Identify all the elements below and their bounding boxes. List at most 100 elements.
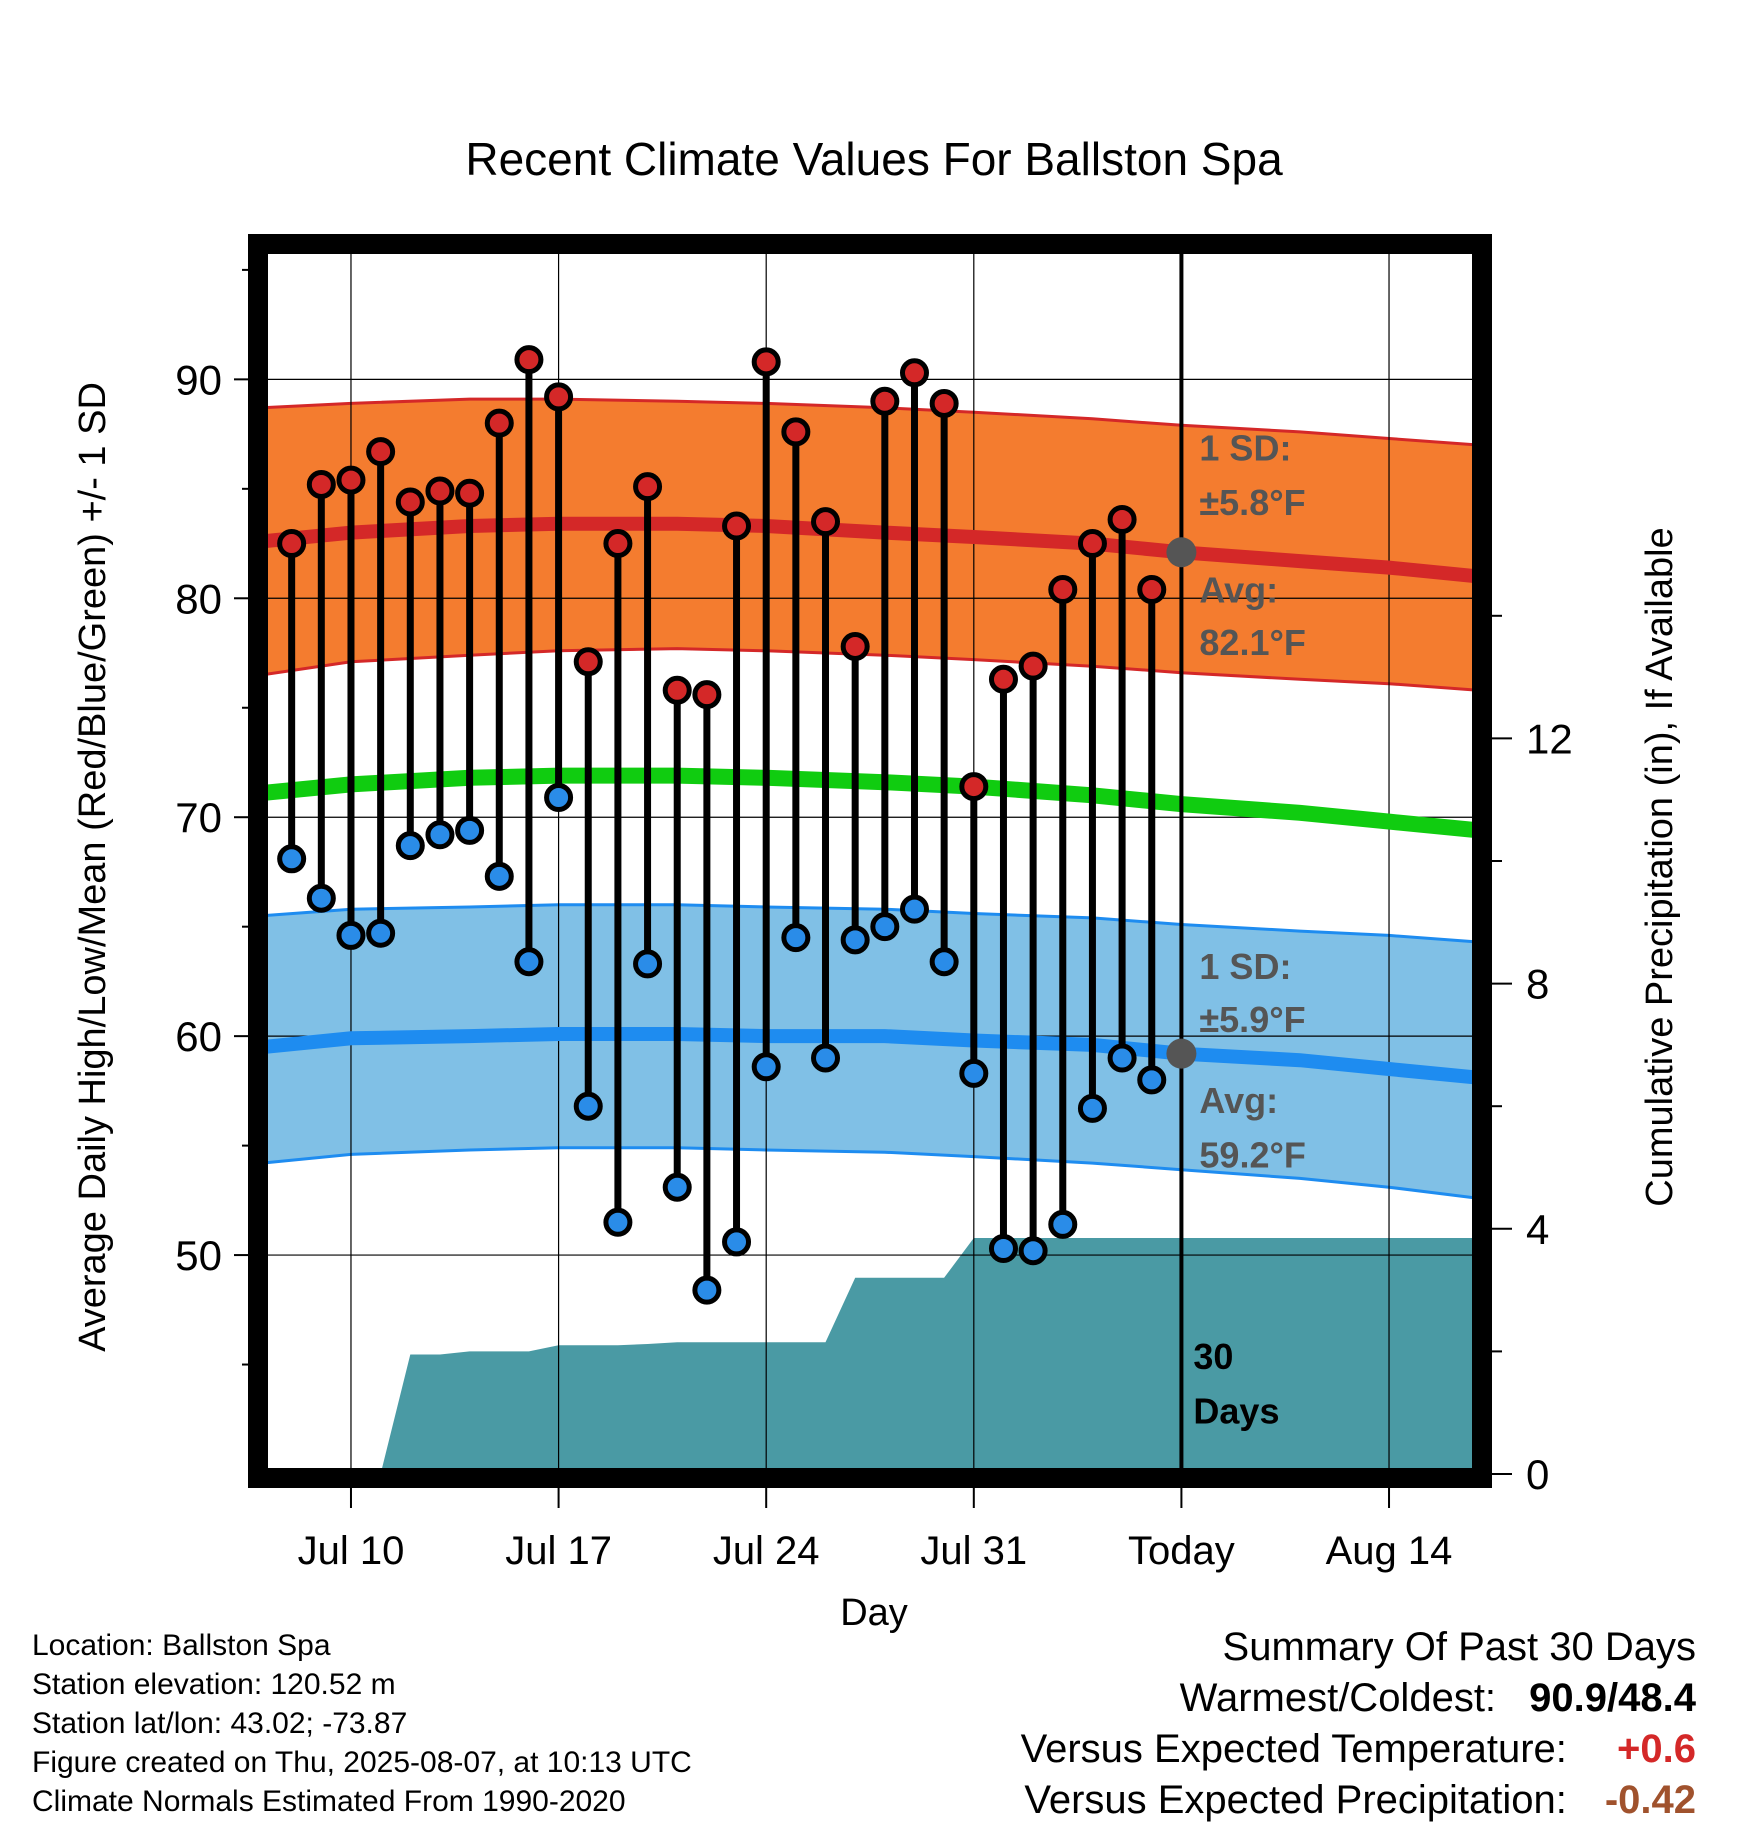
- created-text: Figure created on Thu, 2025-08-07, at 10…: [32, 1746, 692, 1779]
- high-point: [366, 437, 396, 467]
- low-point: [692, 1275, 722, 1305]
- summary-panel: Summary Of Past 30 Days Warmest/Coldest:…: [1021, 1622, 1696, 1826]
- low-point: [722, 1227, 752, 1257]
- x-axis-label: Day: [840, 1592, 908, 1634]
- location-text: Location: Ballston Spa: [32, 1629, 331, 1662]
- y-tick-label: 50: [175, 1232, 222, 1279]
- high-point: [484, 408, 514, 438]
- low-point: [573, 1091, 603, 1121]
- y2-tick-label: 8: [1526, 961, 1549, 1008]
- chart-title: Recent Climate Values For Ballston Spa: [465, 133, 1283, 185]
- high-sd-band: [262, 399, 1478, 691]
- y2-tick-label: 4: [1526, 1206, 1549, 1253]
- y-tick-label: 80: [175, 575, 222, 622]
- high-point: [722, 511, 752, 541]
- low-point: [899, 894, 929, 924]
- high-point: [1077, 529, 1107, 559]
- high-point: [544, 382, 574, 412]
- high-point: [692, 680, 722, 710]
- low-point: [514, 947, 544, 977]
- warmest-row: Warmest/Coldest: 90.9/48.4: [1021, 1673, 1696, 1724]
- high-point: [929, 388, 959, 418]
- precip-area: [380, 1238, 1478, 1474]
- latlon-text: Station lat/lon: 43.02; -73.87: [32, 1707, 408, 1740]
- high-point: [899, 358, 929, 388]
- y-tick-label: 70: [175, 794, 222, 841]
- low-point: [751, 1052, 781, 1082]
- x-tick-label: Jul 10: [298, 1529, 405, 1573]
- low-sd-value: ±5.9°F: [1199, 999, 1305, 1040]
- normals-text: Climate Normals Estimated From 1990-2020: [32, 1785, 626, 1818]
- low-point: [336, 920, 366, 950]
- low-point: [1018, 1236, 1048, 1266]
- high-point: [306, 469, 336, 499]
- plot-area: 1 SD: ±5.8°F Avg: 82.1°F 1 SD: ±5.9°F Avg: 59.2…: [262, 248, 1478, 1474]
- station-info: Location: Ballston Spa Station elevation…: [32, 1626, 692, 1821]
- low-point: [870, 912, 900, 942]
- high-point: [988, 664, 1018, 694]
- high-point: [633, 472, 663, 502]
- low-point: [840, 925, 870, 955]
- high-point: [1107, 504, 1137, 534]
- high-point: [514, 345, 544, 375]
- high-point: [781, 417, 811, 447]
- high-point: [1048, 575, 1078, 605]
- high-point: [455, 478, 485, 508]
- high-avg-label: Avg:: [1199, 570, 1278, 611]
- warmest-value: 90.9/48.4: [1529, 1676, 1696, 1720]
- low-point: [366, 918, 396, 948]
- low-point: [484, 861, 514, 891]
- low-avg-value: 59.2°F: [1199, 1135, 1305, 1176]
- low-point: [395, 831, 425, 861]
- high-point: [573, 647, 603, 677]
- high-point: [959, 772, 989, 802]
- low-point: [811, 1043, 841, 1073]
- low-point: [306, 883, 336, 913]
- temp-value: +0.6: [1617, 1727, 1696, 1771]
- high-point: [840, 631, 870, 661]
- x-tick-label: Jul 24: [713, 1529, 820, 1573]
- y2-axis-label: Cumulative Precipitation (in), If Availa…: [1639, 527, 1681, 1206]
- y-tick-label: 90: [175, 356, 222, 403]
- low-point: [988, 1234, 1018, 1264]
- low-point: [603, 1207, 633, 1237]
- high-point: [751, 347, 781, 377]
- high-avg-value: 82.1°F: [1199, 622, 1305, 663]
- high-avg-marker: [1166, 537, 1197, 568]
- low-point: [455, 815, 485, 845]
- high-point: [603, 529, 633, 559]
- high-sd-label: 1 SD:: [1199, 427, 1291, 468]
- temp-row: Versus Expected Temperature: +0.6: [1021, 1724, 1696, 1775]
- high-point: [662, 675, 692, 705]
- low-point: [633, 949, 663, 979]
- low-point: [662, 1172, 692, 1202]
- y-axis-label: Average Daily High/Low/Mean (Red/Blue/Gr…: [72, 382, 114, 1352]
- precip-value: -0.42: [1604, 1778, 1696, 1822]
- precip-row: Versus Expected Precipitation: -0.42: [1021, 1775, 1696, 1826]
- low-point: [544, 783, 574, 813]
- low-point: [959, 1058, 989, 1088]
- high-point: [1018, 651, 1048, 681]
- y2-tick-label: 0: [1526, 1451, 1549, 1498]
- high-point: [870, 386, 900, 416]
- low-sd-label: 1 SD:: [1199, 946, 1291, 987]
- x-tick-label: Jul 31: [920, 1529, 1027, 1573]
- summary-title: Summary Of Past 30 Days: [1222, 1625, 1696, 1669]
- low-point: [1107, 1043, 1137, 1073]
- days-count: 30: [1193, 1336, 1233, 1377]
- high-point: [811, 507, 841, 537]
- low-sd-band: [262, 904, 1478, 1199]
- x-tick-label: Jul 17: [505, 1529, 612, 1573]
- low-point: [1077, 1093, 1107, 1123]
- low-point: [1137, 1065, 1167, 1095]
- low-lower-line: [262, 1146, 1478, 1200]
- low-avg-marker: [1166, 1038, 1197, 1069]
- high-point: [277, 529, 307, 559]
- precip-label: Versus Expected Precipitation:: [1024, 1778, 1567, 1822]
- y-tick-label: 60: [175, 1013, 222, 1060]
- high-point: [395, 487, 425, 517]
- low-avg-label: Avg:: [1199, 1080, 1278, 1121]
- plot-frame: [248, 234, 1492, 1488]
- low-point: [1048, 1209, 1078, 1239]
